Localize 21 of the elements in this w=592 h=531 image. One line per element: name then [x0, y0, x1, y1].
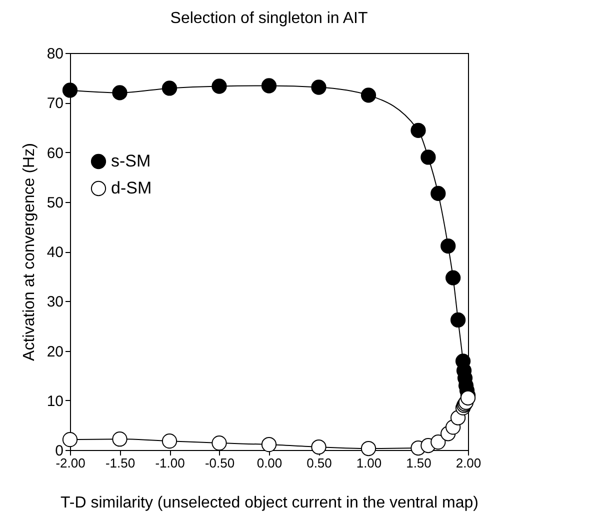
x-tick-label: 0.50 — [306, 456, 332, 470]
legend-label: s-SM — [111, 152, 151, 170]
y-tick-label: 50 — [46, 194, 64, 212]
y-tick-label: 20 — [46, 343, 64, 360]
x-tick-label: 1.50 — [406, 456, 432, 470]
x-tick-label: 1.00 — [356, 456, 382, 470]
y-tick-label: 30 — [46, 294, 64, 311]
y-tick-label: 60 — [46, 144, 64, 162]
x-tick-label: -0.50 — [204, 456, 235, 470]
y-tick-label: 70 — [46, 95, 64, 112]
x-tick-label: -1.50 — [105, 456, 136, 470]
y-tick-label: 40 — [46, 244, 64, 261]
x-axis-title: T-D similarity (unselected object current in the ventral map) — [60, 494, 478, 512]
x-tick-label: 2.00 — [456, 456, 482, 470]
x-tick-label: -1.00 — [155, 456, 185, 470]
x-tick-label: 0.00 — [256, 456, 282, 470]
y-tick-label: 10 — [46, 392, 64, 410]
y-axis-title: Activation at convergence (Hz) — [20, 143, 38, 361]
chart-title: Selection of singleton in AIT — [170, 10, 368, 27]
legend-label: d-SM — [111, 178, 152, 198]
y-tick-label: 80 — [46, 46, 64, 62]
